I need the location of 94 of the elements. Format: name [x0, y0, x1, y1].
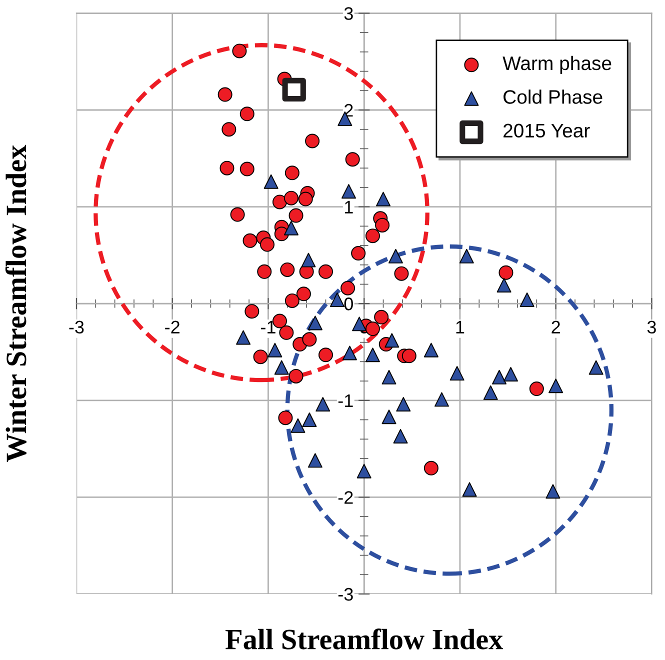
point: [272, 194, 287, 210]
x-tick-label: 2: [552, 320, 560, 334]
point: [382, 410, 396, 424]
point: [384, 333, 400, 348]
point: [232, 44, 247, 58]
point: [240, 162, 254, 176]
point: [434, 392, 449, 407]
point: [402, 348, 416, 364]
point: [342, 346, 357, 360]
point: [268, 342, 282, 358]
x-tick-label: 1: [456, 320, 464, 334]
legend-label: Warm phase: [502, 56, 612, 74]
point: [260, 237, 275, 252]
point: [504, 367, 518, 382]
point: [340, 280, 356, 296]
point: [301, 252, 316, 268]
y-axis-title: Winter Streamflow Index: [5, 144, 26, 462]
point: [376, 192, 391, 206]
point: [492, 370, 507, 384]
point: [548, 378, 564, 394]
point: [288, 208, 304, 223]
point: [529, 382, 544, 396]
point: [264, 174, 278, 189]
y-tick-label: -3: [338, 588, 353, 601]
point: [220, 160, 234, 176]
x-tick-label: -3: [69, 320, 84, 334]
point: [290, 418, 306, 433]
point: [396, 397, 411, 412]
point: [393, 428, 408, 444]
point: [462, 482, 477, 497]
point: [382, 370, 396, 384]
point: [230, 207, 245, 222]
point: [459, 248, 474, 264]
point: [330, 292, 344, 307]
point: [280, 262, 295, 277]
point: [308, 316, 322, 330]
point: [284, 220, 298, 236]
y-tick-label: 1: [345, 200, 353, 214]
y-tick-label: -2: [338, 491, 353, 504]
point: [308, 453, 322, 468]
point: [284, 166, 300, 180]
point: [302, 332, 317, 347]
point: [288, 368, 304, 384]
point: [546, 484, 560, 499]
point: [305, 134, 320, 148]
point: [341, 184, 356, 199]
point: [365, 228, 380, 244]
point: [244, 304, 260, 319]
point: [365, 348, 380, 362]
point: [356, 464, 372, 478]
point: [236, 330, 251, 345]
y-tick-label: -1: [338, 394, 353, 407]
x-tick-label: 3: [647, 320, 656, 334]
point: [282, 78, 306, 102]
point: [284, 293, 300, 308]
point: [388, 248, 403, 264]
point: [352, 316, 367, 332]
point: [374, 310, 389, 324]
point: [222, 122, 236, 137]
x-tick-label: -1: [260, 320, 276, 334]
point: [318, 264, 333, 279]
y-tick-label: 3: [344, 7, 353, 20]
point: [351, 246, 366, 261]
point: [483, 385, 498, 400]
point: [302, 412, 317, 428]
point: [345, 152, 360, 167]
point: [450, 366, 464, 381]
point: [240, 106, 254, 122]
point: [496, 278, 512, 292]
point: [588, 360, 604, 375]
point: [257, 264, 272, 279]
point: [274, 360, 289, 375]
point: [394, 266, 409, 281]
point: [498, 265, 514, 280]
legend-label: Cold Phase: [504, 90, 602, 104]
point: [278, 410, 293, 426]
point: [424, 460, 438, 476]
point: [284, 190, 298, 206]
point: [424, 342, 438, 358]
point: [296, 286, 311, 302]
x-axis-title: Fall Streamflow Index: [226, 628, 504, 650]
x-tick-label: -2: [165, 320, 180, 334]
point: [365, 322, 380, 336]
point: [253, 350, 268, 364]
point: [298, 192, 313, 206]
y-tick-label: 0: [344, 298, 353, 310]
point: [520, 292, 534, 307]
legend-label: 2015 Year: [504, 124, 590, 138]
point: [218, 87, 232, 102]
point: [318, 348, 333, 362]
point: [279, 325, 294, 340]
point: [316, 397, 330, 412]
point: [242, 233, 258, 248]
point: [375, 218, 390, 232]
